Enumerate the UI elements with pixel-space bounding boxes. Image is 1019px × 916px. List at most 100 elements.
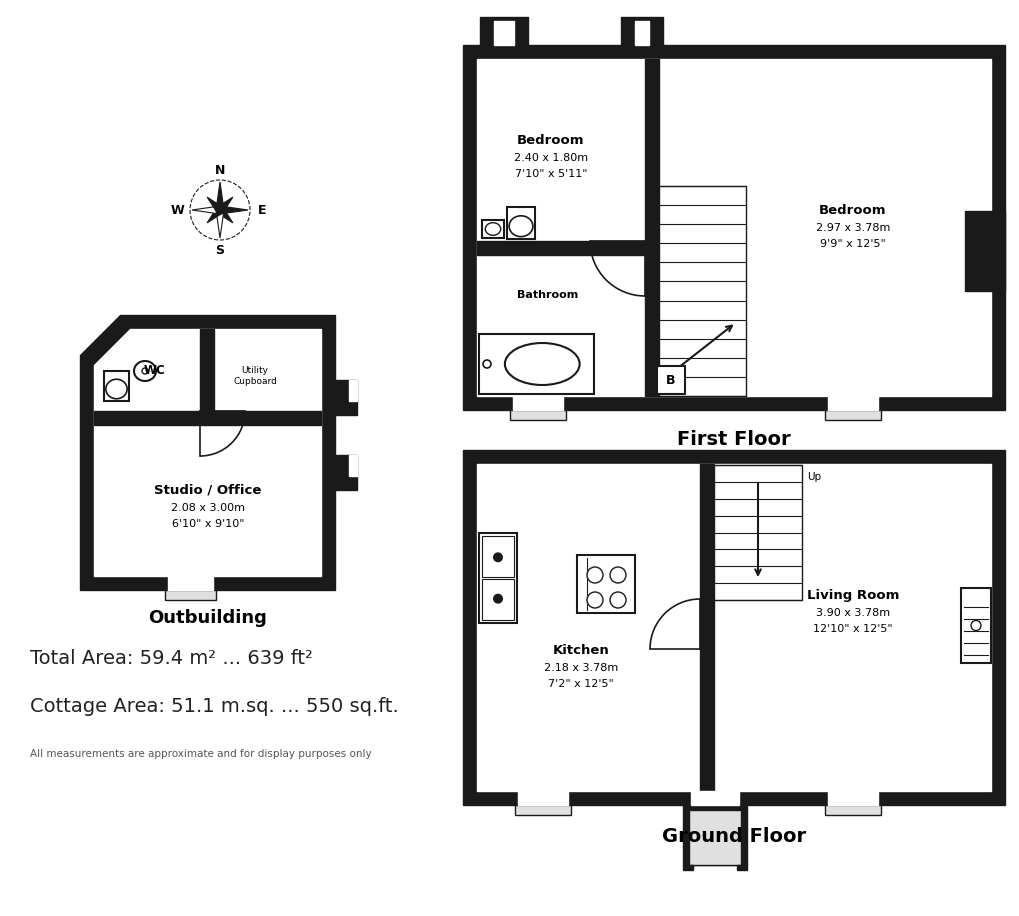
Text: Bathroom: Bathroom <box>517 290 578 300</box>
Text: 2.97 x 3.78m: 2.97 x 3.78m <box>815 223 890 233</box>
Bar <box>334 380 357 415</box>
Bar <box>480 17 528 45</box>
Ellipse shape <box>485 223 500 235</box>
Bar <box>688 810 740 865</box>
Text: Ground Floor: Ground Floor <box>661 827 805 846</box>
Text: Studio / Office: Studio / Office <box>154 484 262 496</box>
Bar <box>658 186 745 396</box>
Text: Living Room: Living Room <box>806 588 899 602</box>
Bar <box>824 805 880 815</box>
Circle shape <box>586 567 602 583</box>
Text: 6'10" x 9'10": 6'10" x 9'10" <box>171 519 244 529</box>
Bar <box>510 410 566 420</box>
Bar <box>827 791 877 805</box>
Bar <box>477 241 658 255</box>
Bar <box>506 207 535 239</box>
Text: 12'10" x 12'5": 12'10" x 12'5" <box>812 624 892 634</box>
Bar <box>737 865 746 870</box>
Text: Bedroom: Bedroom <box>517 134 584 147</box>
Circle shape <box>970 620 980 630</box>
Circle shape <box>216 206 224 214</box>
Bar <box>644 59 658 396</box>
Text: Up: Up <box>806 472 820 482</box>
Text: All measurements are approximate and for display purposes only: All measurements are approximate and for… <box>30 749 371 759</box>
Polygon shape <box>216 210 224 238</box>
Bar <box>827 396 877 410</box>
Circle shape <box>609 567 626 583</box>
Bar <box>168 576 213 590</box>
Bar <box>621 17 662 45</box>
Bar <box>104 371 128 401</box>
Text: 2.18 x 3.78m: 2.18 x 3.78m <box>543 663 618 673</box>
Bar <box>94 411 321 425</box>
Bar <box>515 805 571 815</box>
Polygon shape <box>220 206 248 214</box>
Bar <box>463 45 1004 410</box>
Text: 9'9" x 12'5": 9'9" x 12'5" <box>819 239 886 249</box>
Bar <box>334 455 357 490</box>
Ellipse shape <box>133 361 156 381</box>
Polygon shape <box>217 207 232 223</box>
Bar <box>635 21 648 45</box>
Circle shape <box>483 360 490 368</box>
Bar <box>683 805 746 865</box>
Text: 3.90 x 3.78m: 3.90 x 3.78m <box>815 608 890 618</box>
Bar <box>348 380 357 401</box>
Bar <box>482 220 503 238</box>
Text: 2.08 x 3.00m: 2.08 x 3.00m <box>171 503 245 513</box>
Bar <box>479 533 517 623</box>
Ellipse shape <box>508 216 532 236</box>
Bar <box>656 366 685 394</box>
Bar <box>348 455 357 476</box>
Text: WC: WC <box>144 365 166 377</box>
Bar <box>513 396 562 410</box>
Text: 7'2" x 12'5": 7'2" x 12'5" <box>547 679 613 689</box>
Circle shape <box>492 594 502 604</box>
Bar <box>463 450 1004 805</box>
Ellipse shape <box>106 379 127 398</box>
Circle shape <box>492 552 502 562</box>
Circle shape <box>586 592 602 608</box>
Text: Outbuilding: Outbuilding <box>148 609 267 627</box>
Bar <box>482 579 514 620</box>
Text: E: E <box>258 203 266 216</box>
Bar <box>477 59 990 396</box>
Bar <box>824 410 880 420</box>
Text: Cottage Area: 51.1 m.sq. ... 550 sq.ft.: Cottage Area: 51.1 m.sq. ... 550 sq.ft. <box>30 696 398 715</box>
Bar <box>960 588 990 663</box>
Polygon shape <box>207 197 222 213</box>
Polygon shape <box>192 206 220 214</box>
Text: S: S <box>215 244 224 256</box>
Polygon shape <box>79 315 334 590</box>
Text: N: N <box>215 163 225 177</box>
Text: Bedroom: Bedroom <box>818 203 886 216</box>
Polygon shape <box>216 182 224 210</box>
Text: Kitchen: Kitchen <box>552 644 608 657</box>
Text: First Floor: First Floor <box>677 431 790 450</box>
Circle shape <box>142 368 148 374</box>
Bar <box>479 334 593 394</box>
Circle shape <box>609 592 626 608</box>
Text: 7'10" x 5'11": 7'10" x 5'11" <box>515 169 587 179</box>
Bar <box>477 464 990 791</box>
Polygon shape <box>217 197 232 213</box>
Bar <box>200 329 214 411</box>
Bar <box>577 555 635 613</box>
Bar <box>699 464 713 791</box>
Bar <box>683 865 692 870</box>
Bar <box>482 536 514 577</box>
Text: 2.40 x 1.80m: 2.40 x 1.80m <box>514 153 588 163</box>
Text: B: B <box>665 374 675 387</box>
Polygon shape <box>207 207 222 223</box>
Bar <box>964 211 1004 291</box>
Polygon shape <box>94 329 321 576</box>
Bar <box>518 791 568 805</box>
Ellipse shape <box>504 343 579 385</box>
Bar <box>493 21 514 45</box>
Bar <box>713 465 801 600</box>
Text: Total Area: 59.4 m² ... 639 ft²: Total Area: 59.4 m² ... 639 ft² <box>30 649 313 668</box>
Text: W: W <box>171 203 184 216</box>
Bar <box>690 791 739 805</box>
Bar <box>165 590 216 600</box>
Text: Utility
Cupboard: Utility Cupboard <box>232 366 277 386</box>
